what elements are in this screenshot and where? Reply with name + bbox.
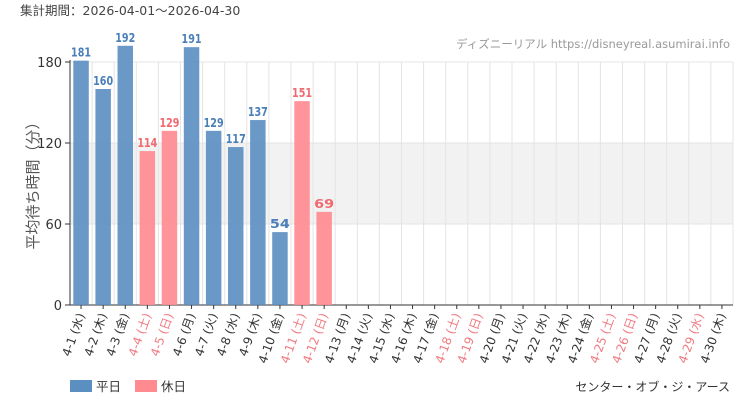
data-label: 129 xyxy=(159,116,179,130)
data-label: 69 xyxy=(314,197,334,211)
y-tick-label: 60 xyxy=(45,218,62,233)
attraction-name: センター・オブ・ジ・アース xyxy=(575,379,730,394)
data-label: 137 xyxy=(248,105,268,119)
period-text: 集計期間：2026-04-01～2026-04-30 xyxy=(20,3,240,18)
legend-swatch xyxy=(70,380,92,392)
data-label: 54 xyxy=(270,217,290,231)
y-tick-label: 120 xyxy=(37,137,62,152)
credit-text: ディズニーリアル https://disneyreal.asumirai.inf… xyxy=(456,37,730,51)
bar xyxy=(272,232,288,305)
data-label: 151 xyxy=(292,86,312,100)
legend-swatch xyxy=(135,380,157,392)
y-tick-label: 180 xyxy=(37,56,62,71)
legend-label: 休日 xyxy=(161,379,186,394)
bar xyxy=(117,45,133,306)
y-axis-label: 平均待ち時間（分） xyxy=(24,114,42,249)
legend-label: 平日 xyxy=(96,379,121,394)
bar xyxy=(250,120,266,305)
data-label: 114 xyxy=(137,136,157,150)
bar xyxy=(73,60,89,306)
bar xyxy=(139,151,156,305)
bar xyxy=(294,101,310,306)
bar xyxy=(95,89,111,305)
data-label: 181 xyxy=(71,46,91,60)
bar xyxy=(205,130,222,305)
bar xyxy=(228,147,244,305)
y-tick-label: 0 xyxy=(54,299,62,314)
data-label: 160 xyxy=(93,74,113,88)
data-label: 117 xyxy=(226,132,246,146)
bar xyxy=(316,211,332,305)
bar xyxy=(183,47,200,306)
data-label: 129 xyxy=(204,116,224,130)
bar xyxy=(161,130,178,305)
data-label: 192 xyxy=(115,31,135,45)
data-label: 191 xyxy=(182,32,202,46)
